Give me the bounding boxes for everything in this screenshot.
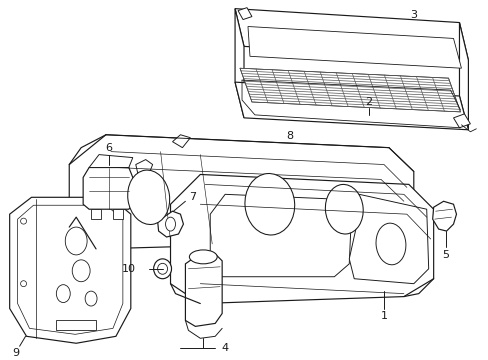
Polygon shape xyxy=(136,159,152,177)
Ellipse shape xyxy=(127,170,169,225)
Text: 9: 9 xyxy=(12,348,19,358)
Polygon shape xyxy=(172,135,190,148)
Ellipse shape xyxy=(165,217,175,231)
Polygon shape xyxy=(240,68,460,112)
Polygon shape xyxy=(247,27,461,68)
Polygon shape xyxy=(235,9,244,118)
Ellipse shape xyxy=(325,184,363,234)
Polygon shape xyxy=(170,175,433,303)
Polygon shape xyxy=(235,9,468,60)
Ellipse shape xyxy=(56,285,70,302)
Text: 1: 1 xyxy=(380,311,386,321)
Polygon shape xyxy=(56,320,96,330)
Text: 2: 2 xyxy=(365,97,372,107)
Text: 4: 4 xyxy=(221,343,228,353)
Polygon shape xyxy=(91,209,101,219)
Ellipse shape xyxy=(20,281,26,287)
Text: 6: 6 xyxy=(105,143,112,153)
Polygon shape xyxy=(185,254,222,327)
Ellipse shape xyxy=(85,291,97,306)
Polygon shape xyxy=(18,205,122,334)
Ellipse shape xyxy=(157,263,167,274)
Polygon shape xyxy=(376,217,390,229)
Polygon shape xyxy=(348,194,428,284)
Polygon shape xyxy=(452,114,469,128)
Ellipse shape xyxy=(244,174,294,235)
Text: 5: 5 xyxy=(441,250,448,260)
Text: 7: 7 xyxy=(188,192,196,202)
Polygon shape xyxy=(157,211,183,237)
Polygon shape xyxy=(238,8,251,19)
Polygon shape xyxy=(69,135,413,249)
Ellipse shape xyxy=(72,260,90,282)
Polygon shape xyxy=(210,194,350,277)
Polygon shape xyxy=(83,167,133,209)
Ellipse shape xyxy=(153,259,171,279)
Ellipse shape xyxy=(20,218,26,224)
Polygon shape xyxy=(235,82,468,130)
Polygon shape xyxy=(113,209,122,219)
Ellipse shape xyxy=(375,223,405,265)
Polygon shape xyxy=(89,154,133,167)
Text: 3: 3 xyxy=(409,10,416,19)
Ellipse shape xyxy=(65,227,87,255)
Text: 8: 8 xyxy=(285,131,293,141)
Polygon shape xyxy=(10,197,131,343)
Text: 10: 10 xyxy=(122,264,136,274)
Ellipse shape xyxy=(189,250,217,264)
Polygon shape xyxy=(459,23,468,130)
Polygon shape xyxy=(432,201,456,231)
